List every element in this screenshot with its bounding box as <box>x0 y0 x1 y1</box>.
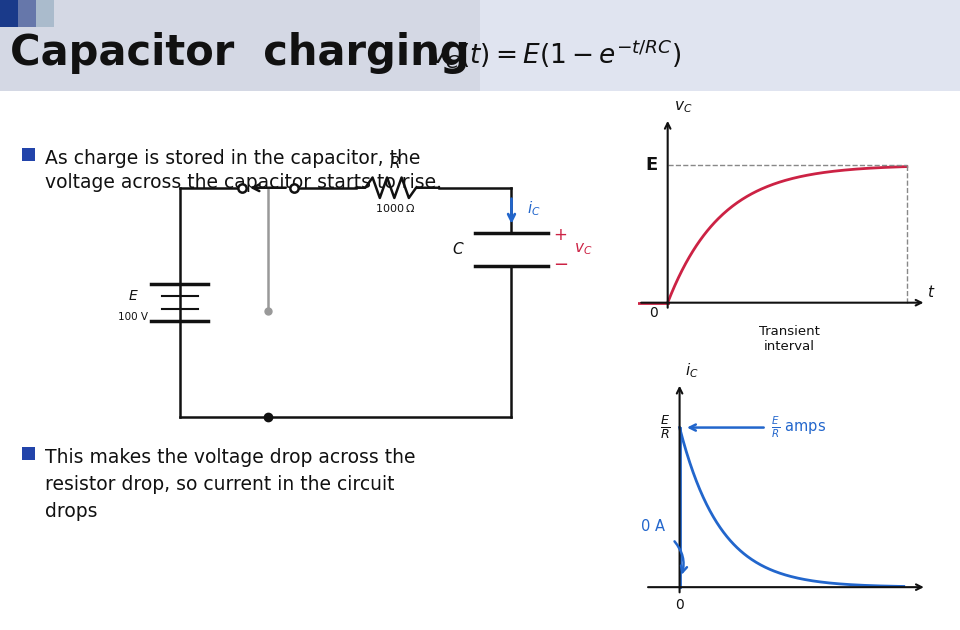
Text: $R$: $R$ <box>389 154 400 171</box>
Bar <box>36 0 54 27</box>
Text: $C$: $C$ <box>452 241 465 257</box>
Text: voltage across the capacitor starts to rise.: voltage across the capacitor starts to r… <box>45 173 442 192</box>
Text: $v_C(t) = E(1-e^{-t/RC})$: $v_C(t) = E(1-e^{-t/RC})$ <box>430 37 682 70</box>
Text: 0: 0 <box>649 306 658 320</box>
Text: $+$: $+$ <box>553 226 567 244</box>
Text: 0: 0 <box>675 598 684 612</box>
Bar <box>22 148 35 161</box>
Bar <box>0 0 480 91</box>
Text: resistor drop, so current in the circuit: resistor drop, so current in the circuit <box>45 475 395 494</box>
Bar <box>22 447 35 460</box>
Text: As charge is stored in the capacitor, the: As charge is stored in the capacitor, th… <box>45 149 420 168</box>
Text: $1000\,\Omega$: $1000\,\Omega$ <box>374 202 415 214</box>
Text: $i_C$: $i_C$ <box>685 361 699 380</box>
Text: Transient
interval: Transient interval <box>759 324 820 353</box>
Text: $v_C$: $v_C$ <box>574 241 592 257</box>
Text: $\frac{E}{R}$ amps: $\frac{E}{R}$ amps <box>771 415 827 440</box>
Text: $t$: $t$ <box>927 284 935 299</box>
Bar <box>480 0 960 91</box>
Text: E: E <box>646 156 658 174</box>
Text: This makes the voltage drop across the: This makes the voltage drop across the <box>45 448 416 467</box>
Bar <box>0 0 18 27</box>
Text: $-$: $-$ <box>553 255 568 273</box>
Text: $\frac{E}{R}$: $\frac{E}{R}$ <box>660 414 670 442</box>
Text: Capacitor  charging: Capacitor charging <box>10 32 469 74</box>
Text: 100 V: 100 V <box>118 312 148 322</box>
Text: $i_C$: $i_C$ <box>527 199 540 217</box>
Bar <box>18 0 36 27</box>
Text: 0 A: 0 A <box>640 519 664 534</box>
Text: $E$: $E$ <box>128 289 138 303</box>
Text: $v_C$: $v_C$ <box>674 99 692 115</box>
Text: drops: drops <box>45 502 98 521</box>
